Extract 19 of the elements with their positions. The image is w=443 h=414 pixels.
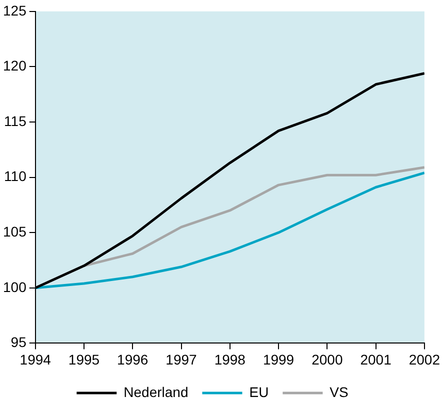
x-tick-label: 2002 [408,351,440,368]
legend-label: Nederland [124,384,188,400]
legend-label: EU [249,384,269,400]
y-tick-label: 125 [3,2,27,18]
x-tick-label: 2001 [360,351,392,368]
y-tick-label: 110 [4,168,27,184]
x-tick-label: 1999 [262,351,294,368]
x-tick-label: 1996 [117,351,148,368]
x-tick-label: 1995 [68,351,100,368]
x-tick-label: 2000 [312,351,343,368]
y-tick-label: 120 [3,58,27,74]
x-tick-label: 1997 [166,351,198,368]
y-tick-label: 115 [4,112,27,129]
x-tick-label: 1998 [214,351,246,368]
y-tick-label: 105 [3,223,27,240]
y-tick-label: 100 [3,278,27,295]
legend-label: VS [330,384,348,400]
y-tick-label: 95 [10,334,27,350]
x-tick-label: 1994 [20,351,52,368]
